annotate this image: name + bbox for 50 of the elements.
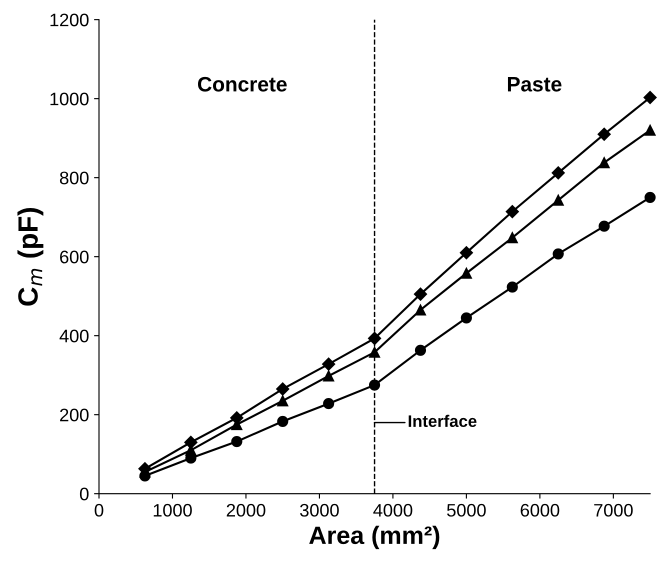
y-tick-label: 1000 xyxy=(50,92,89,106)
y-tick-label: 400 xyxy=(60,330,89,342)
point xyxy=(460,268,472,279)
x-tick-label: 3000 xyxy=(300,504,339,517)
point xyxy=(414,344,426,356)
x-tick-label: 2000 xyxy=(226,504,266,517)
x-tick-label: 6000 xyxy=(520,504,560,517)
point xyxy=(552,248,564,260)
x-tick-label: 5000 xyxy=(447,504,486,517)
point xyxy=(184,436,198,449)
y-tick-label: 600 xyxy=(60,250,89,264)
y-axis-title: C$_{m}$ (pF) xyxy=(17,208,44,306)
point xyxy=(414,288,428,301)
x-axis-title: Area (mm²) xyxy=(309,526,440,550)
point xyxy=(231,436,242,448)
x-tick-label: 7000 xyxy=(594,504,633,517)
point xyxy=(598,128,611,141)
y-tick-label: 0 xyxy=(80,488,89,500)
y-tick-label: 800 xyxy=(60,172,89,184)
ref-line-label: Interface xyxy=(408,414,477,428)
point xyxy=(276,382,290,396)
point xyxy=(644,90,657,104)
point xyxy=(323,370,334,382)
point xyxy=(277,416,288,427)
y-tick-label: 1200 xyxy=(50,14,89,26)
point xyxy=(368,346,380,358)
x-tick-label: 0 xyxy=(94,504,104,517)
annotation: Concrete xyxy=(198,76,287,92)
point xyxy=(598,157,610,168)
y-tick-label: 200 xyxy=(60,408,89,422)
point xyxy=(368,379,380,391)
point xyxy=(323,398,334,410)
point xyxy=(414,304,426,316)
point xyxy=(277,395,288,406)
point xyxy=(322,358,336,371)
point xyxy=(460,312,472,324)
point xyxy=(460,246,473,260)
annotation: Paste xyxy=(508,77,562,92)
x-tick-label: 4000 xyxy=(373,504,412,517)
point xyxy=(506,205,519,218)
point xyxy=(506,232,518,244)
point xyxy=(598,220,610,232)
point xyxy=(368,332,382,346)
point xyxy=(552,194,564,206)
x-tick-label: 1000 xyxy=(154,504,192,517)
point xyxy=(552,166,565,180)
point xyxy=(644,124,656,136)
point xyxy=(506,282,518,293)
point xyxy=(230,411,244,424)
point xyxy=(644,192,656,203)
